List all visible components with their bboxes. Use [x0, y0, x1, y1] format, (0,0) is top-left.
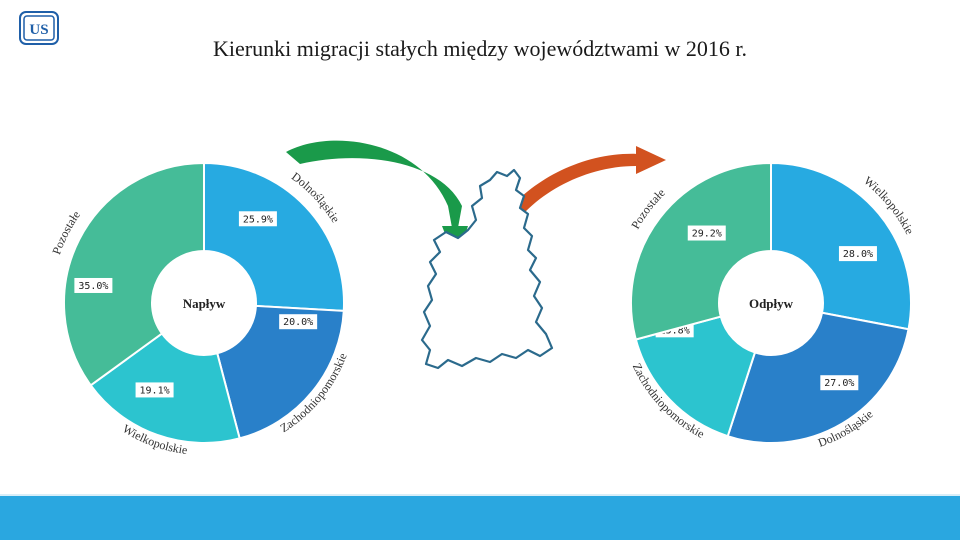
pct-label-text: 25.9%: [243, 214, 273, 225]
pct-label-bg: [279, 314, 318, 330]
inflow-center-label: Napływ: [183, 296, 226, 311]
outflow-pct-label-dolnoslaskie_out: 27.0%: [820, 375, 859, 391]
inflow-pct-label-zachodniopomorskie: 20.0%: [279, 314, 318, 330]
pct-label-bg: [838, 246, 877, 262]
pct-label-bg: [238, 211, 277, 227]
inflow-pct-label-wielkopolskie: 19.1%: [135, 382, 174, 398]
pct-label-text: 19.1%: [140, 385, 170, 396]
inflow-center-hole: [152, 251, 256, 355]
outflow-slice-zachodniopomorskie_out: [634, 315, 757, 438]
footer-divider: [0, 494, 960, 496]
logo-text: US: [29, 22, 48, 38]
outflow-pct-label-wielkopolskie_out: 28.0%: [838, 246, 877, 262]
footer-bar: [0, 496, 960, 540]
pct-label-text: 15.8%: [660, 325, 690, 336]
pct-label-bg: [687, 225, 726, 241]
inflow-arrow: [286, 140, 462, 244]
pct-label-bg: [135, 382, 174, 398]
pct-label-text: 29.2%: [692, 229, 722, 240]
inflow-pct-label-dolnoslaskie: 25.9%: [238, 211, 277, 227]
us-logo: US: [18, 10, 60, 46]
outflow-center-label: Odpływ: [749, 296, 794, 311]
pct-label-text: 20.0%: [283, 317, 313, 328]
pie-chart-inflow: 25.9%Dolnośląskie20.0%Zachodniopomorskie…: [49, 161, 350, 457]
pct-label-text: 28.0%: [843, 249, 873, 260]
pct-label-text: 27.0%: [824, 378, 854, 389]
pct-label-bg: [74, 277, 113, 293]
inflow-pct-label-pozostale: 35.0%: [74, 277, 113, 293]
outflow-arrow-head: [636, 146, 666, 174]
pie-chart-outflow: 28.0%Wielkopolskie27.0%Dolnośląskie15.8%…: [628, 161, 917, 450]
region-map: [420, 168, 554, 370]
region-outline: [420, 168, 554, 370]
pct-label-text: 35.0%: [78, 281, 108, 292]
page-title: Kierunki migracji stałych między wojewód…: [213, 36, 747, 61]
outflow-pct-label-pozostale: 29.2%: [687, 225, 726, 241]
outflow-center-hole: [719, 251, 823, 355]
pct-label-bg: [820, 375, 859, 391]
